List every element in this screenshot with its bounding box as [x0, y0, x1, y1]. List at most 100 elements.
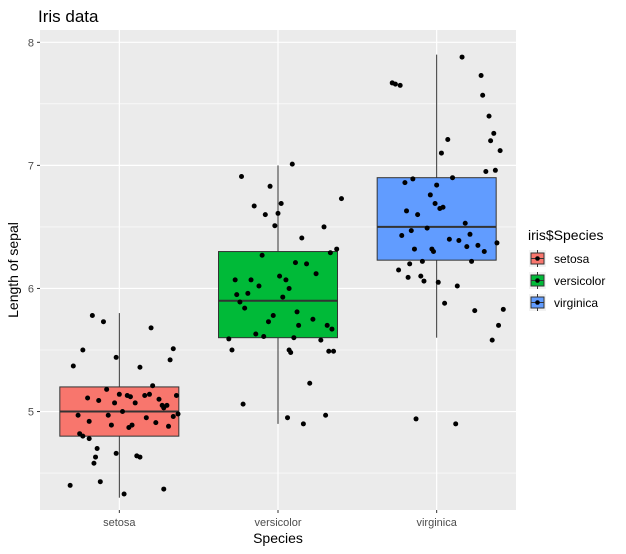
- data-point-setosa-7: [86, 436, 92, 442]
- data-point-versicolor-39: [313, 271, 319, 277]
- data-point-versicolor-15: [262, 212, 268, 218]
- data-point-versicolor-22: [278, 201, 284, 207]
- data-point-virginica-37: [467, 231, 473, 237]
- data-point-setosa-18: [108, 422, 114, 428]
- data-point-setosa-38: [153, 420, 159, 426]
- data-point-versicolor-34: [299, 235, 305, 241]
- points-layer: [67, 54, 506, 497]
- data-point-versicolor-46: [329, 326, 335, 332]
- data-point-setosa-17: [105, 412, 111, 418]
- data-point-virginica-31: [453, 421, 459, 427]
- data-point-virginica-27: [442, 300, 448, 306]
- data-point-versicolor-26: [286, 285, 292, 291]
- data-point-versicolor-40: [318, 337, 324, 343]
- data-point-virginica-52: [497, 148, 503, 154]
- data-point-virginica-49: [492, 167, 498, 173]
- data-point-versicolor-35: [300, 421, 306, 427]
- data-point-virginica-20: [430, 249, 436, 255]
- data-point-versicolor-14: [261, 333, 267, 339]
- data-point-virginica-8: [407, 261, 413, 267]
- data-point-versicolor-0: [226, 336, 232, 342]
- data-point-virginica-12: [413, 416, 419, 422]
- data-point-setosa-10: [91, 460, 97, 466]
- data-point-virginica-23: [435, 279, 441, 285]
- data-point-virginica-10: [410, 176, 416, 182]
- data-point-virginica-3: [397, 82, 403, 88]
- data-point-versicolor-41: [321, 224, 327, 230]
- data-point-setosa-44: [166, 423, 172, 429]
- data-point-setosa-28: [129, 422, 135, 428]
- data-point-versicolor-38: [310, 316, 316, 322]
- data-point-virginica-38: [469, 258, 475, 264]
- data-point-virginica-4: [399, 233, 405, 239]
- data-point-virginica-18: [427, 192, 433, 198]
- data-point-versicolor-16: [265, 319, 271, 325]
- data-point-setosa-19: [112, 400, 118, 406]
- data-point-setosa-47: [170, 413, 176, 419]
- y-tick-label-0: 5: [28, 407, 34, 419]
- data-point-setosa-5: [80, 347, 86, 353]
- data-point-virginica-2: [396, 267, 402, 273]
- data-point-versicolor-8: [245, 290, 251, 296]
- data-point-versicolor-2: [232, 277, 238, 283]
- data-point-setosa-21: [113, 354, 119, 360]
- data-point-versicolor-1: [229, 347, 235, 353]
- data-point-setosa-6: [85, 395, 91, 401]
- data-point-virginica-17: [424, 225, 430, 231]
- data-point-versicolor-49: [338, 196, 344, 202]
- data-point-virginica-28: [445, 137, 451, 143]
- data-point-versicolor-37: [307, 380, 313, 386]
- data-point-setosa-9: [89, 313, 95, 319]
- data-point-virginica-36: [464, 244, 470, 250]
- data-point-versicolor-9: [248, 277, 254, 283]
- data-point-virginica-6: [404, 208, 410, 214]
- data-point-virginica-46: [488, 138, 494, 144]
- data-point-setosa-2: [75, 412, 81, 418]
- data-point-versicolor-3: [234, 292, 240, 298]
- data-point-versicolor-33: [296, 322, 302, 328]
- data-point-virginica-47: [489, 337, 495, 343]
- legend-title: iris$Species: [528, 227, 603, 243]
- data-point-virginica-26: [440, 204, 446, 210]
- data-point-setosa-31: [137, 454, 143, 460]
- x-tick-label-setosa: setosa: [103, 517, 136, 529]
- legend-item-virginica: virginica: [529, 294, 598, 311]
- data-point-virginica-51: [496, 322, 502, 328]
- data-point-versicolor-42: [323, 412, 329, 418]
- data-point-setosa-22: [116, 391, 122, 397]
- data-point-versicolor-18: [270, 313, 276, 319]
- data-point-virginica-48: [491, 130, 497, 136]
- data-point-setosa-33: [142, 393, 148, 399]
- data-point-setosa-8: [86, 418, 92, 424]
- data-point-virginica-50: [494, 240, 500, 246]
- data-point-virginica-53: [500, 306, 506, 312]
- data-point-virginica-1: [392, 81, 398, 87]
- data-point-virginica-42: [480, 92, 486, 98]
- data-point-virginica-34: [459, 54, 465, 60]
- data-point-setosa-35: [146, 391, 152, 397]
- data-point-versicolor-17: [267, 183, 273, 189]
- legend: iris$Species setosa versicolor virginica: [528, 227, 605, 311]
- data-point-versicolor-45: [327, 250, 333, 256]
- data-point-virginica-40: [475, 242, 481, 248]
- data-point-versicolor-29: [289, 161, 295, 167]
- legend-key-point-versicolor: [535, 278, 540, 283]
- data-point-versicolor-4: [237, 299, 243, 305]
- data-point-versicolor-7: [242, 305, 248, 311]
- data-point-versicolor-31: [292, 260, 298, 266]
- data-point-virginica-32: [454, 283, 460, 289]
- box-setosa: [59, 313, 180, 498]
- y-axis-title: Length of sepal: [5, 222, 21, 318]
- data-point-setosa-46: [170, 346, 176, 352]
- data-point-virginica-22: [434, 182, 440, 188]
- data-point-setosa-39: [156, 396, 162, 402]
- data-point-versicolor-19: [272, 223, 278, 229]
- data-point-setosa-13: [96, 397, 102, 403]
- y-axis: 5 6 7 8: [28, 37, 40, 419]
- data-point-versicolor-28: [288, 349, 294, 355]
- data-point-versicolor-21: [277, 273, 283, 279]
- data-point-virginica-43: [481, 249, 487, 255]
- data-point-versicolor-6: [240, 401, 246, 407]
- data-point-versicolor-43: [324, 322, 330, 328]
- data-point-virginica-16: [421, 278, 427, 284]
